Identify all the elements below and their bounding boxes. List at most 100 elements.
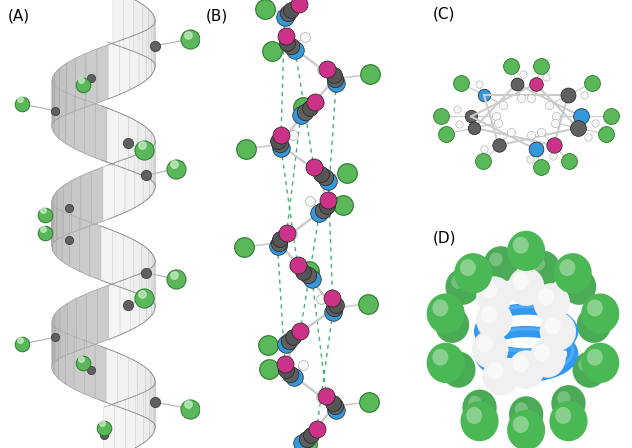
Point xyxy=(286,43,296,50)
Point xyxy=(183,31,193,38)
Point xyxy=(272,243,283,250)
Point xyxy=(317,170,327,177)
Polygon shape xyxy=(95,104,107,162)
Point xyxy=(324,177,334,184)
Point xyxy=(40,230,51,237)
Point xyxy=(498,101,508,108)
Polygon shape xyxy=(134,0,142,55)
Point xyxy=(526,95,537,102)
Point xyxy=(303,267,313,275)
Point xyxy=(300,34,310,41)
Point xyxy=(531,146,541,153)
Circle shape xyxy=(555,407,571,424)
Polygon shape xyxy=(54,327,59,379)
Point xyxy=(327,295,337,302)
Polygon shape xyxy=(142,4,149,58)
Point xyxy=(307,164,317,172)
Polygon shape xyxy=(139,30,147,85)
Point xyxy=(310,98,320,105)
Point xyxy=(300,108,310,115)
Polygon shape xyxy=(52,314,55,365)
Point xyxy=(320,173,330,181)
Polygon shape xyxy=(52,73,55,124)
Point xyxy=(309,164,319,171)
Circle shape xyxy=(514,402,528,417)
Point xyxy=(298,103,308,111)
Circle shape xyxy=(533,284,569,322)
Point xyxy=(279,13,289,21)
Polygon shape xyxy=(130,33,139,90)
Polygon shape xyxy=(145,367,151,421)
Polygon shape xyxy=(129,117,138,173)
Point xyxy=(305,197,315,204)
Point xyxy=(86,366,96,373)
Point xyxy=(479,91,489,99)
Point xyxy=(285,370,295,377)
Point xyxy=(298,268,308,276)
Point xyxy=(586,80,597,87)
Point xyxy=(276,144,286,151)
Point xyxy=(518,71,528,78)
Polygon shape xyxy=(138,362,145,418)
Point xyxy=(323,196,333,203)
Polygon shape xyxy=(151,132,154,183)
Point xyxy=(313,99,324,106)
Point xyxy=(78,82,88,89)
Circle shape xyxy=(577,306,611,343)
Polygon shape xyxy=(149,9,153,62)
Polygon shape xyxy=(135,152,143,207)
Point xyxy=(536,164,546,171)
Point xyxy=(549,142,559,149)
Polygon shape xyxy=(142,245,149,299)
Point xyxy=(280,360,290,367)
Circle shape xyxy=(507,231,545,271)
Point xyxy=(363,300,374,307)
Point xyxy=(295,327,305,335)
Circle shape xyxy=(508,268,544,306)
Circle shape xyxy=(573,351,607,388)
Circle shape xyxy=(559,259,575,276)
Point xyxy=(75,77,85,84)
Point xyxy=(329,403,339,410)
Polygon shape xyxy=(90,222,101,280)
Point xyxy=(301,440,312,447)
Circle shape xyxy=(568,275,581,289)
Circle shape xyxy=(472,331,508,368)
Polygon shape xyxy=(149,145,154,198)
Circle shape xyxy=(532,257,545,271)
Polygon shape xyxy=(97,285,109,344)
Polygon shape xyxy=(52,202,53,251)
Point xyxy=(150,399,160,406)
Circle shape xyxy=(513,237,529,254)
Text: (D): (D) xyxy=(433,231,456,246)
Point xyxy=(75,355,85,362)
Point xyxy=(316,394,326,401)
Circle shape xyxy=(578,358,592,372)
Polygon shape xyxy=(113,0,124,48)
Point xyxy=(551,113,561,120)
Text: (A): (A) xyxy=(8,9,30,24)
Point xyxy=(141,172,151,179)
Point xyxy=(78,359,88,366)
Point xyxy=(480,146,490,153)
Polygon shape xyxy=(150,386,154,438)
Point xyxy=(305,104,315,112)
Point xyxy=(544,101,554,108)
Point xyxy=(536,129,546,136)
Polygon shape xyxy=(130,274,140,330)
Point xyxy=(470,124,480,131)
Point xyxy=(314,210,324,217)
Polygon shape xyxy=(120,277,130,335)
Circle shape xyxy=(549,401,588,441)
Circle shape xyxy=(562,269,596,305)
Polygon shape xyxy=(126,396,135,448)
Point xyxy=(525,155,535,162)
Point xyxy=(331,301,341,308)
Point xyxy=(297,439,307,446)
Point xyxy=(293,262,303,269)
Point xyxy=(171,276,181,283)
Point xyxy=(185,405,195,413)
Point xyxy=(516,95,526,102)
Circle shape xyxy=(513,416,529,433)
Polygon shape xyxy=(55,68,60,121)
